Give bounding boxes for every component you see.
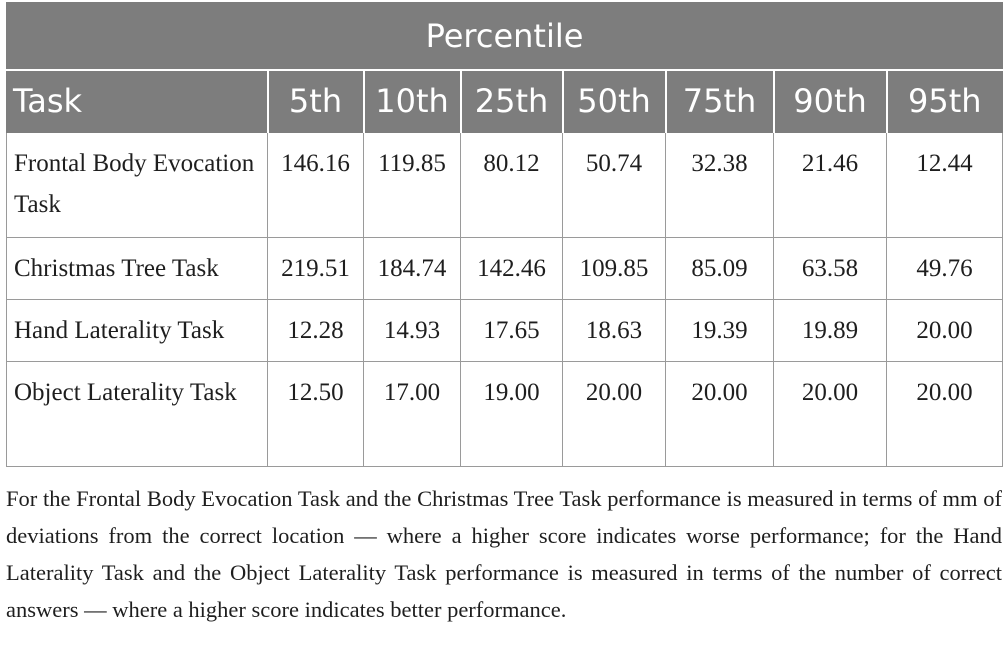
value-cell: 18.63 bbox=[562, 299, 666, 362]
value-cell: 20.00 bbox=[886, 361, 1003, 467]
task-name-cell: Frontal Body Evocation Task bbox=[6, 132, 268, 238]
column-header-50th: 50th bbox=[561, 68, 666, 133]
value-cell: 20.00 bbox=[773, 361, 887, 467]
task-name-cell: Hand Laterality Task bbox=[6, 299, 268, 362]
percentile-table-container: Percentile Task 5th 10th 25th 50th 75th … bbox=[6, 2, 1003, 467]
value-cell: 19.00 bbox=[460, 361, 563, 467]
value-cell: 19.39 bbox=[665, 299, 774, 362]
value-cell: 49.76 bbox=[886, 237, 1003, 300]
value-cell: 17.00 bbox=[363, 361, 461, 467]
task-name-cell: Christmas Tree Task bbox=[6, 237, 268, 300]
column-header-75th: 75th bbox=[664, 68, 774, 133]
value-cell: 146.16 bbox=[267, 132, 364, 238]
value-cell: 63.58 bbox=[773, 237, 887, 300]
value-cell: 14.93 bbox=[363, 299, 461, 362]
column-header-90th: 90th bbox=[772, 68, 887, 133]
value-cell: 142.46 bbox=[460, 237, 563, 300]
percentile-banner: Percentile bbox=[6, 2, 1003, 71]
value-cell: 20.00 bbox=[562, 361, 666, 467]
table-row: Frontal Body Evocation Task 146.16 119.8… bbox=[6, 132, 1003, 238]
percentile-table: Percentile Task 5th 10th 25th 50th 75th … bbox=[6, 2, 1003, 467]
task-name-cell: Object Laterality Task bbox=[6, 361, 268, 467]
value-cell: 19.89 bbox=[773, 299, 887, 362]
value-cell: 12.28 bbox=[267, 299, 364, 362]
value-cell: 21.46 bbox=[773, 132, 887, 238]
table-row: Hand Laterality Task 12.28 14.93 17.65 1… bbox=[6, 299, 1003, 362]
column-header-25th: 25th bbox=[459, 68, 563, 133]
value-cell: 12.44 bbox=[886, 132, 1003, 238]
table-row: Object Laterality Task 12.50 17.00 19.00… bbox=[6, 361, 1003, 467]
table-row: Christmas Tree Task 219.51 184.74 142.46… bbox=[6, 237, 1003, 300]
value-cell: 12.50 bbox=[267, 361, 364, 467]
value-cell: 184.74 bbox=[363, 237, 461, 300]
value-cell: 32.38 bbox=[665, 132, 774, 238]
column-header-5th: 5th bbox=[266, 68, 364, 133]
value-cell: 119.85 bbox=[363, 132, 461, 238]
value-cell: 109.85 bbox=[562, 237, 666, 300]
value-cell: 20.00 bbox=[665, 361, 774, 467]
column-header-95th: 95th bbox=[885, 68, 1003, 133]
value-cell: 85.09 bbox=[665, 237, 774, 300]
value-cell: 17.65 bbox=[460, 299, 563, 362]
table-footnote: For the Frontal Body Evocation Task and … bbox=[6, 486, 1002, 622]
value-cell: 219.51 bbox=[267, 237, 364, 300]
value-cell: 80.12 bbox=[460, 132, 563, 238]
column-header-10th: 10th bbox=[362, 68, 461, 133]
value-cell: 50.74 bbox=[562, 132, 666, 238]
value-cell: 20.00 bbox=[886, 299, 1003, 362]
column-header-task: Task bbox=[6, 68, 268, 133]
